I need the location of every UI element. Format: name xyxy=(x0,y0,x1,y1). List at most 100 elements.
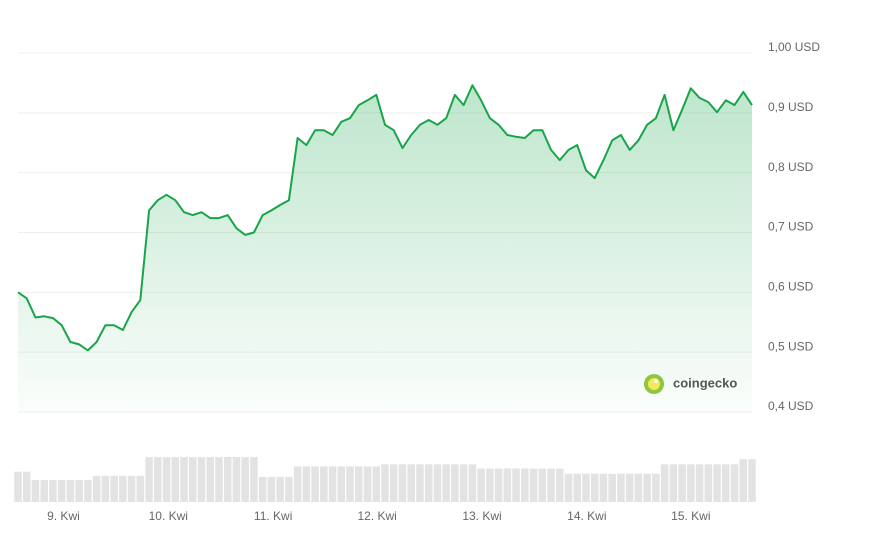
volume-bar xyxy=(643,473,651,502)
volume-bar xyxy=(14,471,22,502)
volume-bar xyxy=(381,464,389,502)
volume-bar xyxy=(250,457,258,502)
volume-bar xyxy=(49,480,57,502)
volume-bar xyxy=(652,473,660,502)
y-tick-label: 0,7 USD xyxy=(768,220,814,234)
y-tick-label: 0,5 USD xyxy=(768,339,814,353)
volume-bar xyxy=(258,476,267,502)
volume-bar xyxy=(477,468,485,502)
volume-bar xyxy=(538,468,547,502)
volume-bar xyxy=(521,468,529,502)
volume-bar xyxy=(625,473,634,502)
y-tick-label: 1,00 USD xyxy=(768,40,820,54)
volume-bar xyxy=(337,466,346,502)
volume-bar xyxy=(451,464,459,502)
volume-bar xyxy=(154,457,162,502)
x-tick-label: 13. Kwi xyxy=(462,509,501,523)
volume-bar xyxy=(66,480,75,502)
volume-bar xyxy=(188,457,197,502)
volume-bar xyxy=(573,473,582,502)
volume-bar xyxy=(363,466,372,502)
volume-bar xyxy=(398,464,407,502)
volume-bar xyxy=(608,473,616,502)
x-tick-label: 9. Kwi xyxy=(47,509,80,523)
x-tick-label: 14. Kwi xyxy=(567,509,606,523)
y-tick-label: 0,8 USD xyxy=(768,160,814,174)
volume-bar xyxy=(529,468,538,502)
volume-bar xyxy=(223,457,232,502)
volume-bar xyxy=(389,464,398,502)
volume-bar xyxy=(590,473,599,502)
volume-bar xyxy=(564,473,573,502)
x-tick-label: 11. Kwi xyxy=(254,509,292,523)
y-tick-label: 0,6 USD xyxy=(768,280,814,294)
volume-bar xyxy=(722,464,730,502)
volume-bar xyxy=(31,480,40,502)
volume-bar xyxy=(512,468,520,502)
watermark-logo xyxy=(644,374,664,394)
y-tick-label: 0,9 USD xyxy=(768,100,814,114)
volume-bar xyxy=(459,464,468,502)
volume-bar xyxy=(416,464,424,502)
volume-bar xyxy=(127,475,136,502)
volume-bar xyxy=(486,468,494,502)
volume-bar xyxy=(687,464,695,502)
volume-bar xyxy=(215,457,223,502)
volume-bar xyxy=(232,457,241,502)
volume-bar xyxy=(442,464,450,502)
volume-bar xyxy=(40,480,48,502)
price-area xyxy=(18,85,752,413)
volume-bar xyxy=(748,459,756,502)
volume-bar xyxy=(110,475,118,502)
volume-bar xyxy=(433,464,442,502)
y-tick-label: 0,4 USD xyxy=(768,399,814,413)
volume-bar xyxy=(468,464,477,502)
volume-bar xyxy=(57,480,66,502)
volume-bar xyxy=(634,473,643,502)
volume-bar xyxy=(119,475,127,502)
x-tick-label: 10. Kwi xyxy=(149,509,188,523)
price-line xyxy=(17,84,753,352)
volume-bar xyxy=(22,471,31,502)
volume-bar xyxy=(407,464,415,502)
volume-bar xyxy=(346,466,354,502)
volume-bar xyxy=(101,475,110,502)
volume-bar xyxy=(372,466,381,502)
volume-bar xyxy=(547,468,555,502)
volume-bar xyxy=(75,480,83,502)
volume-bar xyxy=(713,464,721,502)
x-tick-label: 12. Kwi xyxy=(357,509,396,523)
volume-bar xyxy=(695,464,704,502)
volume-bar xyxy=(617,473,625,502)
volume-bar xyxy=(145,457,153,502)
volume-bar xyxy=(162,457,171,502)
volume-bar xyxy=(293,466,302,502)
volume-bar xyxy=(302,466,311,502)
volume-bar xyxy=(285,476,293,502)
volume-bar xyxy=(320,466,328,502)
volume-bar xyxy=(660,464,669,502)
volume-bar xyxy=(669,464,678,502)
volume-bar xyxy=(92,475,101,502)
volume-bar xyxy=(739,459,748,502)
volume-bar xyxy=(197,457,206,502)
volume-bar xyxy=(180,457,188,502)
volume-bar xyxy=(276,476,284,502)
volume-bar xyxy=(494,468,503,502)
volume-bar xyxy=(555,468,564,502)
volume-bar xyxy=(84,480,92,502)
watermark: coingecko xyxy=(673,375,737,390)
volume-bar xyxy=(503,468,512,502)
volume-bar xyxy=(206,457,215,502)
volume-bar xyxy=(136,475,145,502)
volume-bar xyxy=(424,464,433,502)
volume-bar xyxy=(171,457,180,502)
volume-bar xyxy=(311,466,319,502)
volume-bar xyxy=(328,466,337,502)
volume-bar xyxy=(599,473,608,502)
volume-bar xyxy=(355,466,363,502)
x-tick-label: 15. Kwi xyxy=(671,509,710,523)
volume-bar xyxy=(267,476,276,502)
